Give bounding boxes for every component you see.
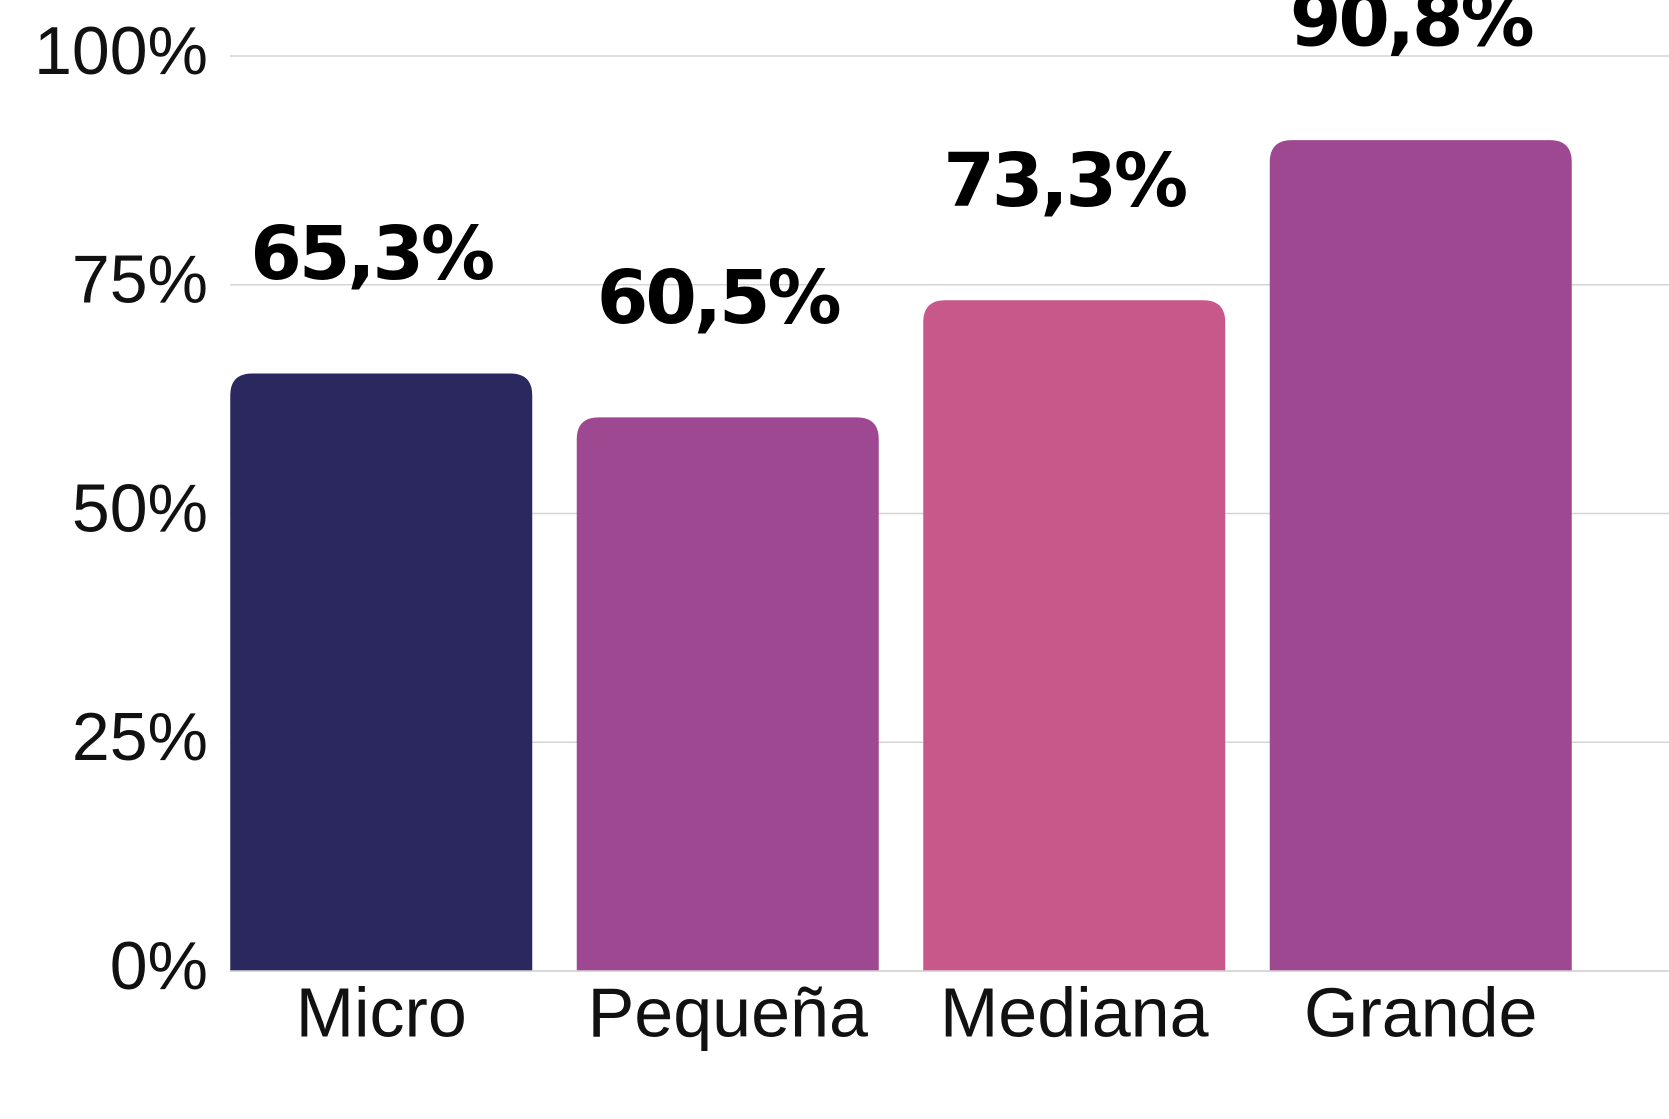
x-tick-label: Grande — [1304, 973, 1537, 1051]
bar — [923, 300, 1226, 971]
bar — [230, 373, 533, 971]
y-tick-label: 0% — [110, 928, 208, 1004]
x-tick-label: Micro — [296, 973, 467, 1051]
y-tick-label: 100% — [34, 13, 208, 89]
bar — [1269, 140, 1572, 971]
x-tick-label: Mediana — [940, 973, 1209, 1051]
value-label: 73,3% — [943, 138, 1186, 224]
y-tick-label: 50% — [72, 470, 208, 546]
value-label: 65,3% — [250, 211, 493, 297]
value-label: 90,8% — [1290, 0, 1533, 64]
y-tick-label: 25% — [72, 699, 208, 775]
bar — [576, 417, 879, 971]
y-tick-label: 75% — [72, 242, 208, 318]
x-tick-label: Pequeña — [588, 973, 868, 1051]
value-label: 60,5% — [597, 255, 840, 341]
